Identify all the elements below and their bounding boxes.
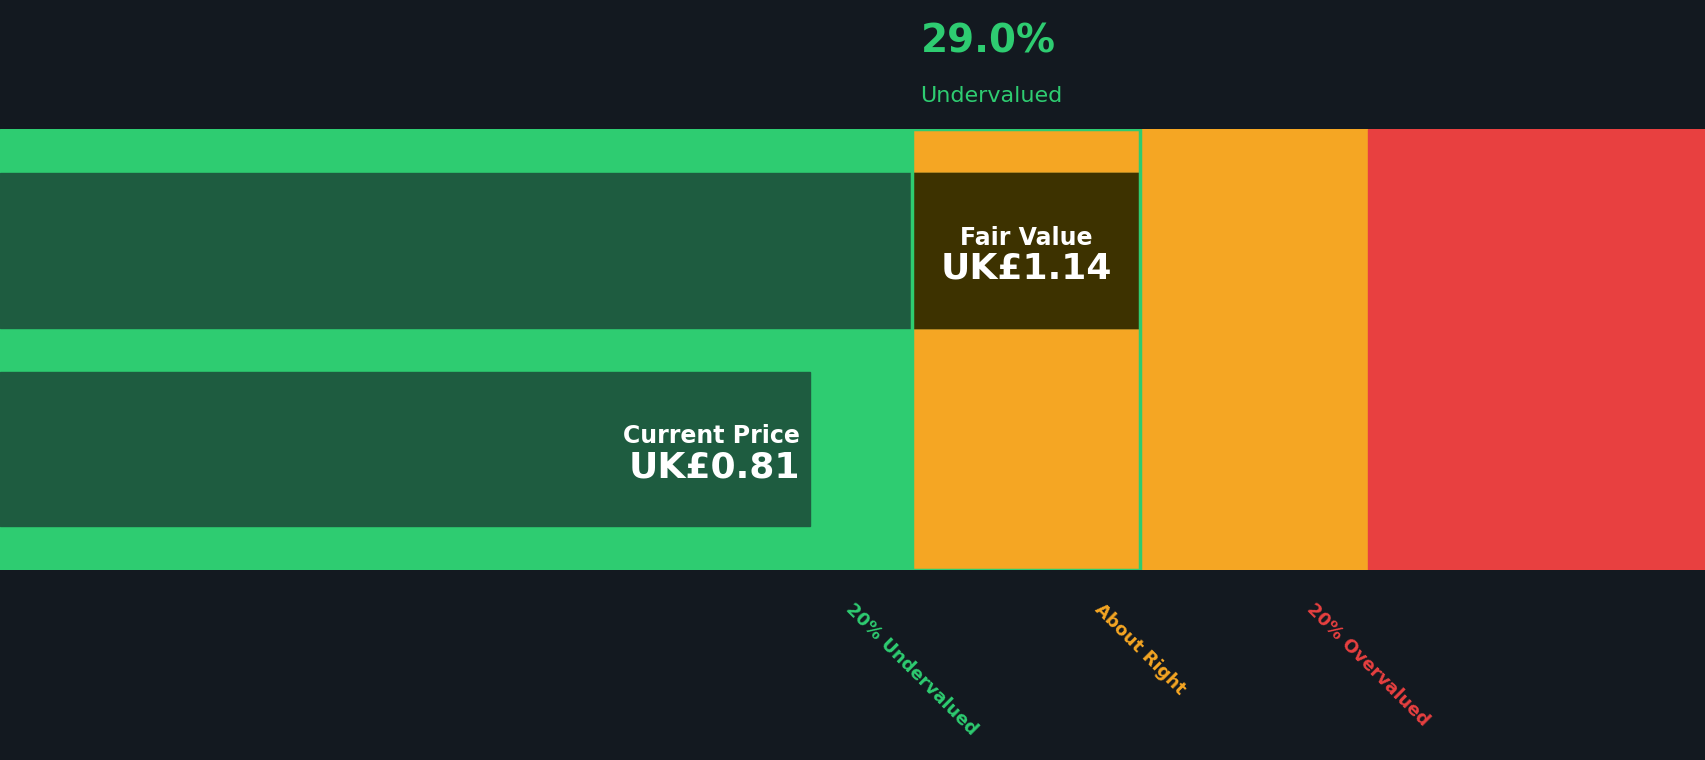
Bar [0,173,1139,328]
Bar [0,129,912,570]
Text: 20% Undervalued: 20% Undervalued [842,600,980,739]
Bar [912,129,1139,570]
Text: 29.0%: 29.0% [921,23,1055,61]
Bar [1367,129,1705,570]
Text: Fair Value: Fair Value [960,226,1091,250]
Text: UK£0.81: UK£0.81 [627,450,800,484]
Bar [0,372,810,526]
Text: Undervalued: Undervalued [921,87,1062,106]
Bar [912,173,1139,328]
Text: 20% Overvalued: 20% Overvalued [1303,600,1432,730]
Bar [912,129,1367,570]
Text: Current Price: Current Price [622,424,800,448]
Text: UK£1.14: UK£1.14 [939,252,1112,286]
Text: About Right: About Right [1091,600,1188,698]
